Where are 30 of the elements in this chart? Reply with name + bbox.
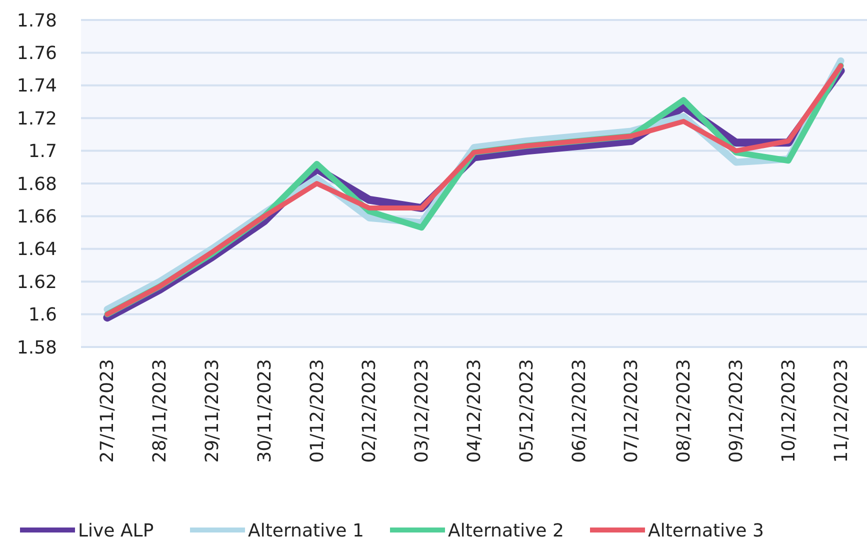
x-tick-label: 04/12/2023 (464, 359, 485, 463)
y-tick-label: 1.64 (16, 239, 57, 260)
y-tick-label: 1.7 (28, 141, 57, 162)
y-tick-label: 1.62 (16, 272, 57, 293)
x-tick-label: 29/11/2023 (202, 359, 223, 463)
y-tick-label: 1.78 (16, 10, 57, 32)
x-tick-label: 01/12/2023 (306, 359, 328, 463)
legend-label: Alternative 1 (248, 520, 364, 542)
x-tick-label: 02/12/2023 (359, 359, 380, 463)
x-tick-label: 03/12/2023 (412, 359, 433, 463)
y-tick-label: 1.72 (16, 108, 57, 130)
x-tick-label: 07/12/2023 (621, 359, 642, 463)
y-tick-label: 1.6 (28, 304, 57, 326)
y-tick-label: 1.74 (16, 76, 57, 97)
x-tick-label: 06/12/2023 (568, 359, 590, 463)
x-tick-label: 10/12/2023 (778, 359, 800, 463)
x-tick-label: 11/12/2023 (830, 359, 852, 463)
legend-label: Alternative 2 (448, 520, 564, 542)
y-tick-label: 1.66 (16, 206, 57, 228)
legend-label: Alternative 3 (648, 520, 764, 542)
legend-label: Live ALP (78, 520, 154, 542)
x-tick-label: 09/12/2023 (726, 359, 747, 463)
x-tick-label: 05/12/2023 (516, 359, 538, 463)
y-tick-label: 1.76 (16, 43, 57, 64)
x-tick-label: 08/12/2023 (674, 359, 695, 463)
y-tick-label: 1.68 (16, 174, 57, 195)
x-tick-label: 27/11/2023 (97, 359, 118, 463)
x-tick-label: 28/11/2023 (150, 359, 171, 463)
x-tick-label: 30/11/2023 (254, 359, 276, 463)
y-tick-label: 1.58 (16, 337, 57, 358)
